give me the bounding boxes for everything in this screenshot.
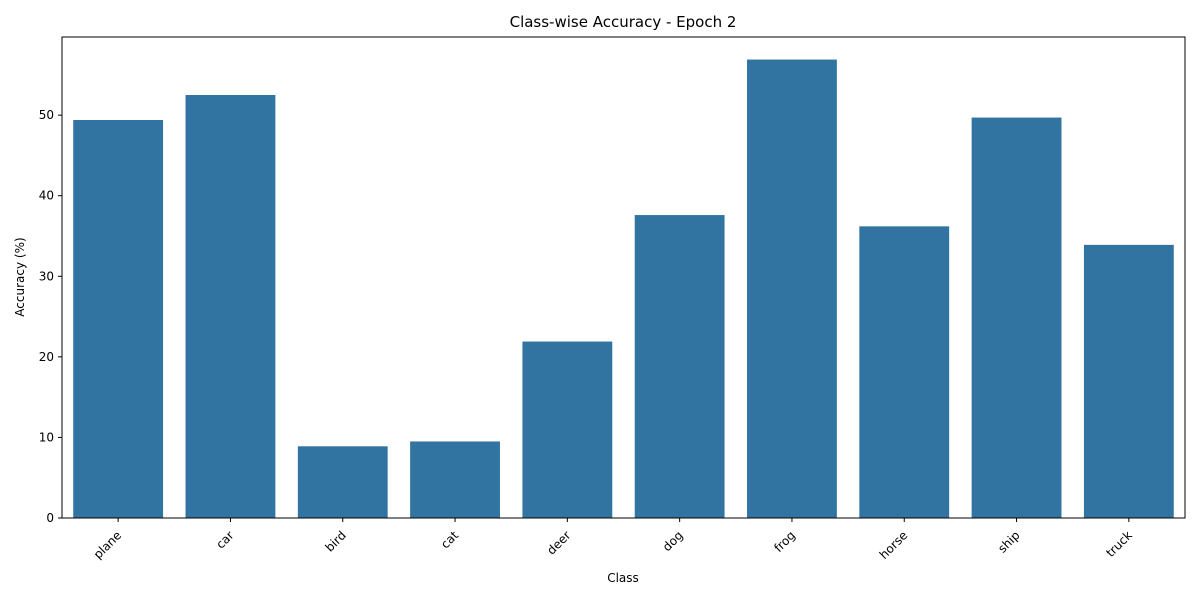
y-tick-label: 20 xyxy=(39,350,54,364)
x-tick-label-cat: cat xyxy=(438,528,461,551)
y-tick-label: 30 xyxy=(39,269,54,283)
y-tick-label: 0 xyxy=(46,511,54,525)
y-axis-ticks: 0 10 20 30 40 50 xyxy=(39,108,62,525)
chart-title: Class-wise Accuracy - Epoch 2 xyxy=(510,13,737,31)
x-tick-label-truck: truck xyxy=(1103,528,1135,560)
x-tick-label-ship: ship xyxy=(995,528,1022,555)
bar-frog xyxy=(747,59,837,519)
y-tick-label: 10 xyxy=(39,430,54,444)
x-axis-ticks: plane car bird cat deer dog frog horse ship truck xyxy=(91,518,1135,562)
x-tick-label-plane: plane xyxy=(91,528,124,561)
bar-truck xyxy=(1083,244,1174,518)
bar-ship xyxy=(971,117,1062,518)
bar-cat xyxy=(410,441,500,518)
x-tick-label-frog: frog xyxy=(771,528,798,555)
x-tick-label-horse: horse xyxy=(877,528,911,562)
bar-car xyxy=(185,95,276,519)
x-axis-label: Class xyxy=(607,571,639,585)
y-axis-label: Accuracy (%) xyxy=(13,237,27,316)
bars-group xyxy=(73,59,1174,519)
bar-horse xyxy=(859,226,950,518)
bar-dog xyxy=(634,215,725,518)
y-tick-label: 40 xyxy=(39,189,54,203)
bar-bird xyxy=(297,446,388,518)
x-tick-label-deer: deer xyxy=(544,528,573,557)
x-tick-label-dog: dog xyxy=(660,528,686,554)
bar-plane xyxy=(73,119,164,518)
x-tick-label-car: car xyxy=(213,528,236,551)
bar-deer xyxy=(522,341,613,518)
x-tick-label-bird: bird xyxy=(322,528,348,554)
y-tick-label: 50 xyxy=(39,108,54,122)
plot-frame xyxy=(61,36,1186,519)
